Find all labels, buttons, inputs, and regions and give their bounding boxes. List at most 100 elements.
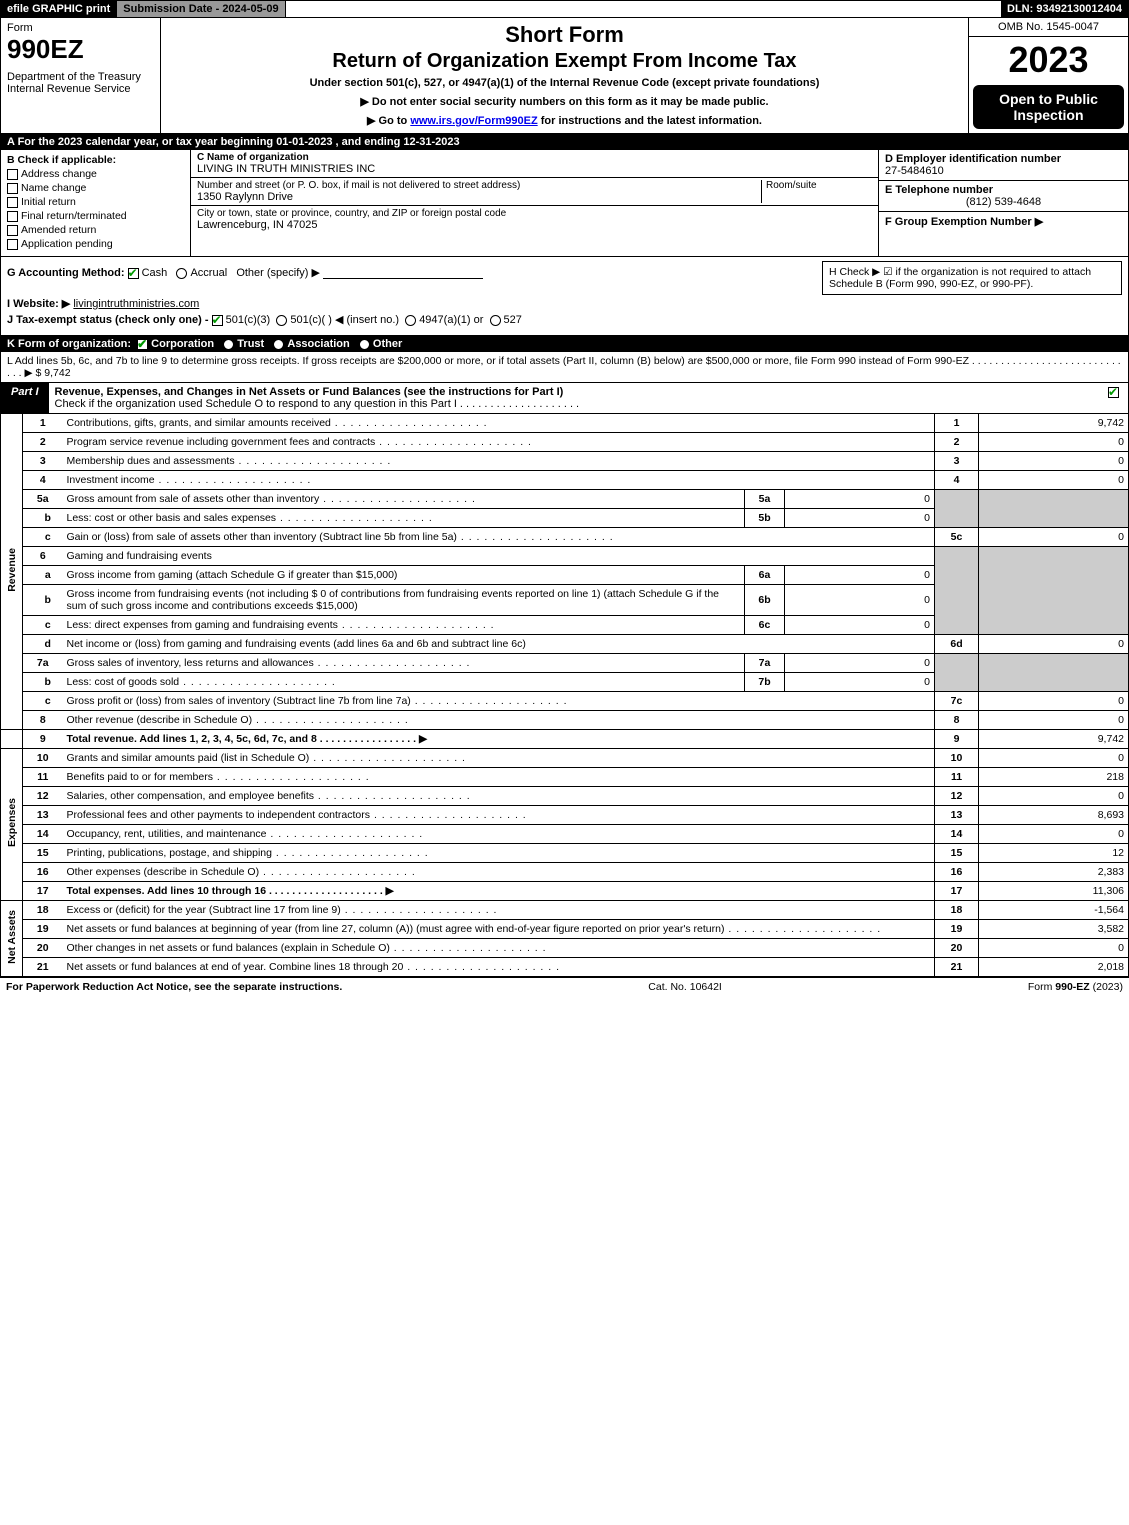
check-amended-return[interactable]: Amended return (7, 224, 184, 236)
check-cash[interactable] (128, 268, 139, 279)
dept-label: Department of the Treasury Internal Reve… (7, 71, 154, 95)
line-6-num: 6 (23, 547, 63, 566)
line-6-valgray (979, 547, 1129, 635)
line-10-val: 0 (979, 749, 1129, 768)
check-final-return[interactable]: Final return/terminated (7, 210, 184, 222)
submission-date: Submission Date - 2024-05-09 (117, 1, 285, 17)
line-14-desc: Occupancy, rent, utilities, and maintena… (63, 825, 935, 844)
line-21-ref: 21 (935, 958, 979, 977)
line-1-desc: Contributions, gifts, grants, and simila… (63, 414, 935, 433)
section-c: C Name of organization LIVING IN TRUTH M… (191, 150, 878, 256)
line-10-ref: 10 (935, 749, 979, 768)
line-6-desc: Gaming and fundraising events (63, 547, 935, 566)
header-mid: Short Form Return of Organization Exempt… (161, 18, 968, 133)
revenue-label: Revenue (1, 414, 23, 730)
org-addr-block: Number and street (or P. O. box, if mail… (191, 178, 878, 206)
line-6b-num: b (23, 585, 63, 616)
line-13-desc: Professional fees and other payments to … (63, 806, 935, 825)
check-initial-return[interactable]: Initial return (7, 196, 184, 208)
line-8-ref: 8 (935, 711, 979, 730)
irs-link[interactable]: www.irs.gov/Form990EZ (410, 115, 537, 127)
check-4947[interactable] (405, 315, 416, 326)
title-short-form: Short Form (167, 22, 962, 48)
line-5a-sref: 5a (745, 490, 785, 509)
line-6a-sval: 0 (785, 566, 935, 585)
line-16-val: 2,383 (979, 863, 1129, 882)
city-label: City or town, state or province, country… (197, 208, 872, 219)
line-6b-desc: Gross income from fundraising events (no… (63, 585, 745, 616)
line-5b-sval: 0 (785, 509, 935, 528)
line-21-num: 21 (23, 958, 63, 977)
line-15-val: 12 (979, 844, 1129, 863)
check-accrual[interactable] (176, 268, 187, 279)
line-21-desc: Net assets or fund balances at end of ye… (63, 958, 935, 977)
line-7a-sref: 7a (745, 654, 785, 673)
check-application-pending[interactable]: Application pending (7, 238, 184, 250)
check-trust[interactable] (223, 339, 234, 350)
check-501c3[interactable] (212, 315, 223, 326)
section-a-text: A For the 2023 calendar year, or tax yea… (7, 136, 460, 148)
check-name-change[interactable]: Name change (7, 182, 184, 194)
g-cash: Cash (142, 267, 168, 279)
line-20-val: 0 (979, 939, 1129, 958)
k-trust: Trust (237, 338, 264, 350)
line-6c-desc: Less: direct expenses from gaming and fu… (63, 616, 745, 635)
line-10-desc: Grants and similar amounts paid (list in… (63, 749, 935, 768)
line-5b-sref: 5b (745, 509, 785, 528)
line-6d-val: 0 (979, 635, 1129, 654)
check-527[interactable] (490, 315, 501, 326)
i-label: I Website: ▶ (7, 298, 70, 310)
line-6b-sref: 6b (745, 585, 785, 616)
line-7b-desc: Less: cost of goods sold (63, 673, 745, 692)
lines-table: Revenue 1Contributions, gifts, grants, a… (0, 414, 1129, 977)
check-address-change[interactable]: Address change (7, 168, 184, 180)
line-7a-num: 7a (23, 654, 63, 673)
line-11-desc: Benefits paid to or for members (63, 768, 935, 787)
line-5c-desc: Gain or (loss) from sale of assets other… (63, 528, 935, 547)
section-l: L Add lines 5b, 6c, and 7b to line 9 to … (0, 352, 1129, 383)
part1-tag: Part I (1, 383, 49, 413)
line-9-val: 9,742 (979, 730, 1129, 749)
line-16-desc: Other expenses (describe in Schedule O) (63, 863, 935, 882)
part1-header: Part I Revenue, Expenses, and Changes in… (0, 383, 1129, 414)
website-value[interactable]: livingintruthministries.com (73, 298, 199, 310)
g-other-input[interactable] (323, 267, 483, 279)
entity-box: B Check if applicable: Address change Na… (0, 150, 1129, 257)
line-10-num: 10 (23, 749, 63, 768)
check-other[interactable] (359, 339, 370, 350)
netassets-label: Net Assets (1, 901, 23, 977)
line-6b-sval: 0 (785, 585, 935, 616)
check-association[interactable] (273, 339, 284, 350)
org-city: Lawrenceburg, IN 47025 (197, 219, 872, 231)
ein-value: 27-5484610 (885, 165, 1122, 177)
line-20-num: 20 (23, 939, 63, 958)
line-2-desc: Program service revenue including govern… (63, 433, 935, 452)
l-value: 9,742 (44, 367, 70, 379)
check-501c[interactable] (276, 315, 287, 326)
line-9-ref: 9 (935, 730, 979, 749)
line-7c-num: c (23, 692, 63, 711)
dln: DLN: 93492130012404 (1001, 1, 1128, 17)
part1-schedule-o-check[interactable] (1102, 383, 1128, 413)
line-6c-sval: 0 (785, 616, 935, 635)
efile-print[interactable]: efile GRAPHIC print (1, 1, 117, 17)
line-13-ref: 13 (935, 806, 979, 825)
line-11-val: 218 (979, 768, 1129, 787)
line-5c-val: 0 (979, 528, 1129, 547)
section-h: H Check ▶ ☑ if the organization is not r… (822, 261, 1122, 295)
line-19-num: 19 (23, 920, 63, 939)
check-corporation[interactable] (137, 339, 148, 350)
footer-right: Form 990-EZ (2023) (1028, 981, 1123, 993)
j-527: 527 (504, 314, 522, 326)
line-9-num: 9 (23, 730, 63, 749)
line-15-ref: 15 (935, 844, 979, 863)
line-16-num: 16 (23, 863, 63, 882)
line-8-val: 0 (979, 711, 1129, 730)
header-right: OMB No. 1545-0047 2023 Open to Public In… (968, 18, 1128, 133)
note-ssn: ▶ Do not enter social security numbers o… (167, 95, 962, 108)
g-other: Other (specify) ▶ (236, 267, 320, 279)
j-label: J Tax-exempt status (check only one) - (7, 314, 209, 326)
page-footer: For Paperwork Reduction Act Notice, see … (0, 977, 1129, 996)
line-3-ref: 3 (935, 452, 979, 471)
k-other: Other (373, 338, 402, 350)
